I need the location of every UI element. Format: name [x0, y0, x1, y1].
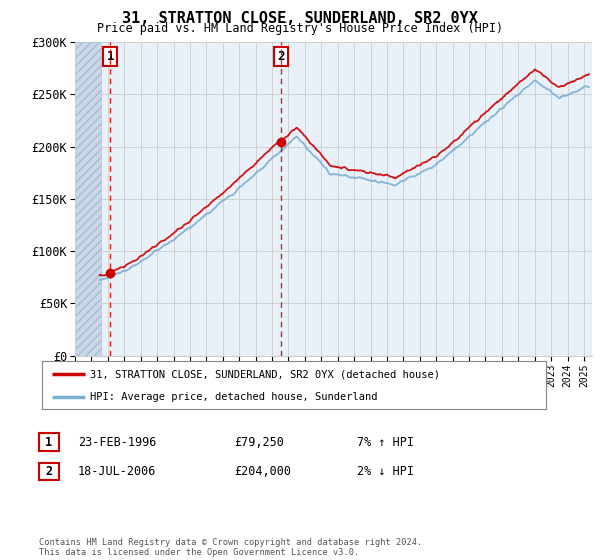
- Text: 1: 1: [46, 436, 52, 449]
- Text: 1: 1: [107, 50, 114, 63]
- Text: 2: 2: [46, 465, 52, 478]
- Text: £204,000: £204,000: [234, 465, 291, 478]
- Text: HPI: Average price, detached house, Sunderland: HPI: Average price, detached house, Sund…: [90, 392, 377, 402]
- Text: Contains HM Land Registry data © Crown copyright and database right 2024.
This d: Contains HM Land Registry data © Crown c…: [39, 538, 422, 557]
- Text: 7% ↑ HPI: 7% ↑ HPI: [357, 436, 414, 449]
- Text: 2% ↓ HPI: 2% ↓ HPI: [357, 465, 414, 478]
- Text: Price paid vs. HM Land Registry's House Price Index (HPI): Price paid vs. HM Land Registry's House …: [97, 22, 503, 35]
- Text: £79,250: £79,250: [234, 436, 284, 449]
- Text: 31, STRATTON CLOSE, SUNDERLAND, SR2 0YX (detached house): 31, STRATTON CLOSE, SUNDERLAND, SR2 0YX …: [90, 369, 440, 379]
- Text: 2: 2: [277, 50, 284, 63]
- Bar: [75, 42, 101, 356]
- Text: 18-JUL-2006: 18-JUL-2006: [78, 465, 157, 478]
- Text: 23-FEB-1996: 23-FEB-1996: [78, 436, 157, 449]
- Text: 31, STRATTON CLOSE, SUNDERLAND, SR2 0YX: 31, STRATTON CLOSE, SUNDERLAND, SR2 0YX: [122, 11, 478, 26]
